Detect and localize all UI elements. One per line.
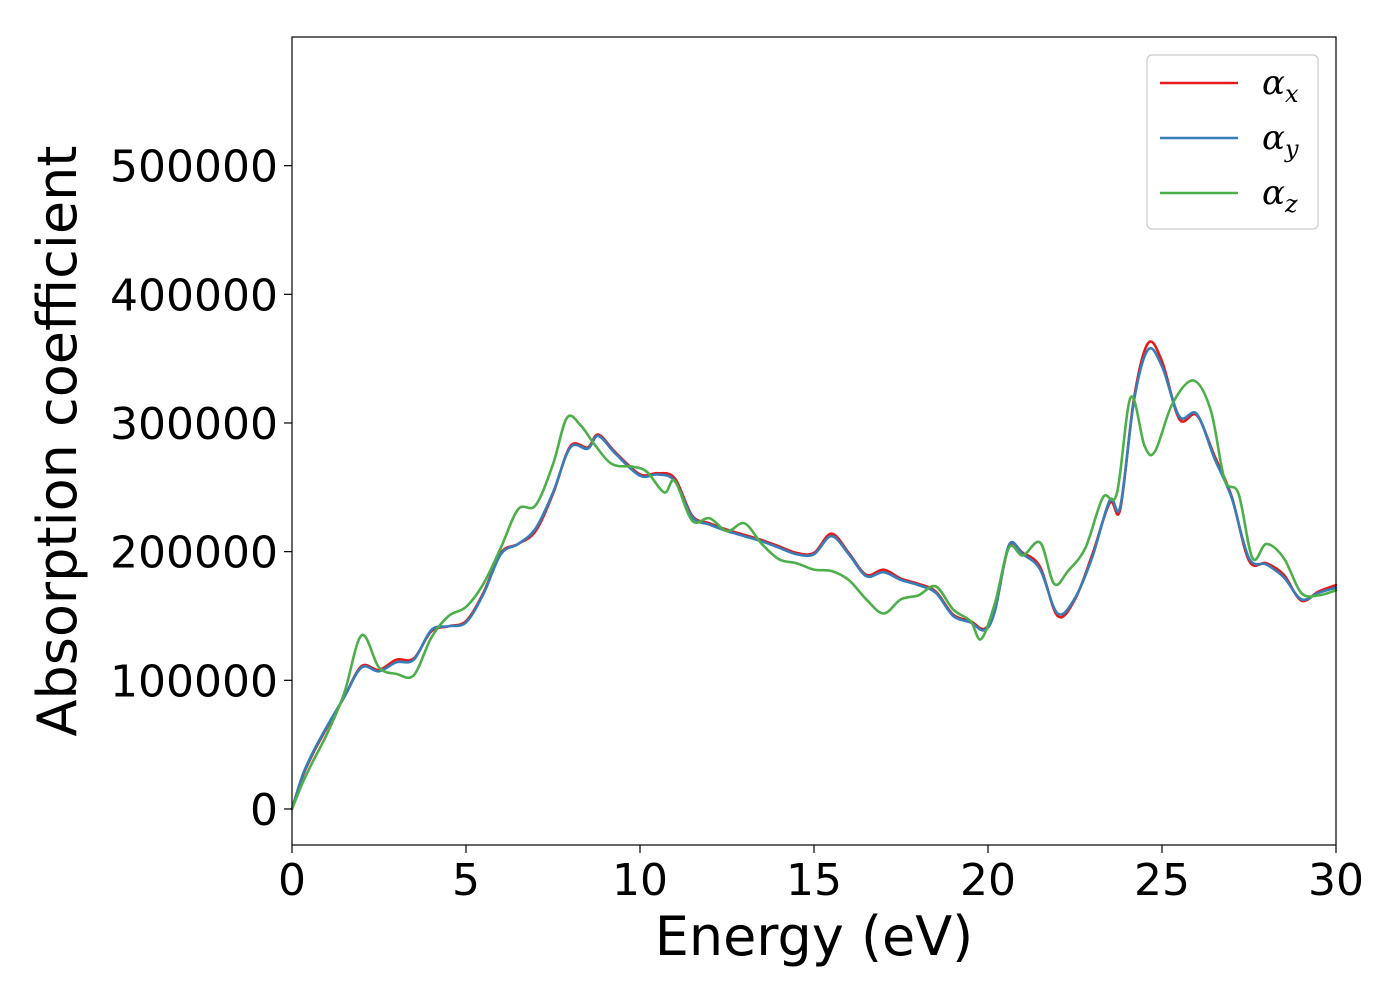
legend-subscript: x	[1285, 80, 1299, 108]
legend-box	[1146, 54, 1319, 230]
legend-label-x: αx	[1262, 63, 1299, 108]
legend-label-y: αy	[1262, 118, 1299, 163]
series-line-x	[290, 340, 1338, 811]
legend-label-z: αz	[1262, 173, 1298, 218]
y-tick-label: 0	[250, 785, 278, 836]
y-axis-ticks: 0 100000 200000 300000 400000 500000	[110, 142, 292, 836]
series-line-z	[290, 379, 1338, 811]
legend-symbol: α	[1262, 63, 1285, 103]
x-tick-label: 10	[612, 855, 668, 906]
legend-symbol: α	[1262, 118, 1285, 158]
x-tick-label: 20	[960, 855, 1016, 906]
x-tick-label: 30	[1308, 855, 1364, 906]
y-tick-label: 300000	[110, 399, 278, 450]
y-axis-label: Absorption coefficient	[26, 146, 89, 737]
y-tick-label: 100000	[110, 656, 278, 707]
y-tick-label: 500000	[110, 142, 278, 193]
series-layer	[290, 340, 1338, 811]
legend-subscript: z	[1284, 190, 1298, 218]
x-tick-label: 5	[452, 855, 480, 906]
x-tick-label: 25	[1134, 855, 1190, 906]
x-axis-ticks: 0 5 10 15 20 25 30	[278, 845, 1364, 906]
x-tick-label: 15	[786, 855, 842, 906]
y-tick-label: 200000	[110, 528, 278, 579]
legend-subscript: y	[1284, 135, 1299, 163]
y-tick-label: 400000	[110, 270, 278, 321]
x-tick-label: 0	[278, 855, 306, 906]
x-axis-label: Energy (eV)	[655, 905, 974, 968]
legend-symbol: α	[1262, 173, 1285, 213]
series-line-y	[290, 347, 1338, 811]
